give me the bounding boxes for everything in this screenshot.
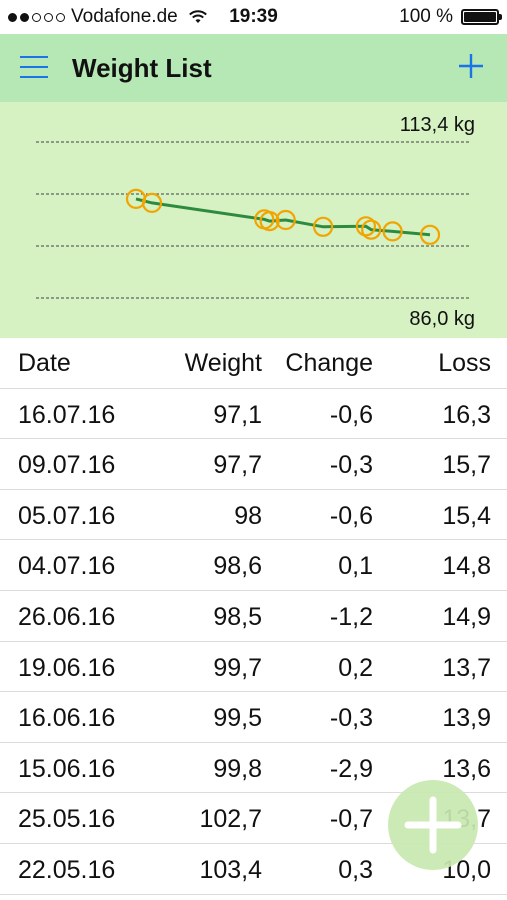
table-header: Date Weight Change Loss [0,338,507,389]
chart-data-point [361,219,382,240]
clock: 19:39 [229,6,278,27]
signal-strength-icon [8,12,65,22]
weight-cell: 98 [234,501,262,530]
loss-cell: 13,6 [442,754,491,783]
weight-cell: 99,7 [213,653,262,682]
date-cell: 25.05.16 [18,805,116,834]
weight-chart-svg [36,141,470,299]
chart-data-point [313,216,334,237]
loss-cell: 13,7 [442,653,491,682]
loss-cell: 16,3 [442,400,491,429]
change-cell: -0,6 [329,501,373,530]
chart-min-label: 86,0 kg [409,308,475,330]
weight-cell: 97,1 [213,400,262,429]
date-cell: 19.06.16 [18,653,116,682]
change-cell: 0,2 [338,653,373,682]
chart-markers [125,188,441,245]
loss-cell: 14,8 [442,552,491,581]
chart-data-point [259,210,280,232]
weight-cell: 98,5 [213,602,262,631]
change-cell: -2,9 [329,754,373,783]
chart-data-point [275,209,296,231]
column-header-weight: Weight [184,349,262,377]
add-entry-button[interactable] [455,50,487,82]
chart-gridlines [36,141,470,299]
table-row[interactable]: 15.06.16 99,8 -2,9 13,6 [0,743,507,794]
change-cell: 0,1 [338,552,373,581]
date-cell: 04.07.16 [18,552,116,581]
change-cell: -0,6 [329,400,373,429]
floating-add-button[interactable] [388,780,478,870]
navigation-bar: Weight List [0,34,507,102]
change-cell: -0,3 [329,451,373,480]
date-cell: 09.07.16 [18,451,116,480]
chart-data-point [355,216,376,237]
column-header-change: Change [285,349,373,377]
table-row[interactable]: 16.07.16 97,1 -0,6 16,3 [0,389,507,440]
change-cell: -0,7 [329,805,373,834]
weight-cell: 103,4 [199,855,262,884]
loss-cell: 14,9 [442,602,491,631]
weight-table: Date Weight Change Loss 16.07.16 97,1 -0,6… [0,338,507,895]
weight-cell: 97,7 [213,451,262,480]
date-cell: 16.07.16 [18,400,116,429]
table-body: 16.07.16 97,1 -0,6 16,3 09.07.16 97,7 -0,3 15,7… [0,389,507,895]
change-cell: -1,2 [329,602,373,631]
column-header-date: Date [18,349,71,377]
table-row[interactable]: 22.05.16 103,4 0,3 10,0 [0,844,507,895]
chart-data-point [382,221,403,242]
chart-data-point [141,192,163,214]
weight-chart: 113,4 kg 86,0 kg [0,102,507,338]
loss-cell: 15,7 [442,451,491,480]
page-title: Weight List [72,53,212,83]
status-bar: Vodafone.de 19:39 100 % [0,0,507,34]
table-row[interactable]: 09.07.16 97,7 -0,3 15,7 [0,439,507,490]
table-row[interactable]: 26.06.16 98,5 -1,2 14,9 [0,591,507,642]
date-cell: 26.06.16 [18,602,116,631]
loss-cell: 13,9 [442,704,491,733]
weight-series-line [135,197,431,237]
column-header-loss: Loss [438,349,491,377]
date-cell: 22.05.16 [18,855,116,884]
loss-cell: 15,4 [442,501,491,530]
carrier-label: Vodafone.de [71,6,178,27]
table-row[interactable]: 05.07.16 98 -0,6 15,4 [0,490,507,541]
date-cell: 16.06.16 [18,704,116,733]
date-cell: 05.07.16 [18,501,116,530]
chart-data-point [419,224,441,245]
weight-cell: 99,8 [213,754,262,783]
weight-cell: 99,5 [213,704,262,733]
hamburger-menu-icon[interactable] [20,52,50,82]
table-row[interactable]: 19.06.16 99,7 0,2 13,7 [0,642,507,693]
change-cell: 0,3 [338,855,373,884]
battery-icon [461,9,502,25]
date-cell: 15.06.16 [18,754,116,783]
battery-percent: 100 % [399,6,453,27]
wifi-icon [188,10,207,23]
table-row[interactable]: 16.06.16 99,5 -0,3 13,9 [0,692,507,743]
weight-cell: 98,6 [213,552,262,581]
weight-cell: 102,7 [199,805,262,834]
chart-max-label: 113,4 kg [399,114,475,136]
change-cell: -0,3 [329,704,373,733]
table-row[interactable]: 04.07.16 98,6 0,1 14,8 [0,540,507,591]
